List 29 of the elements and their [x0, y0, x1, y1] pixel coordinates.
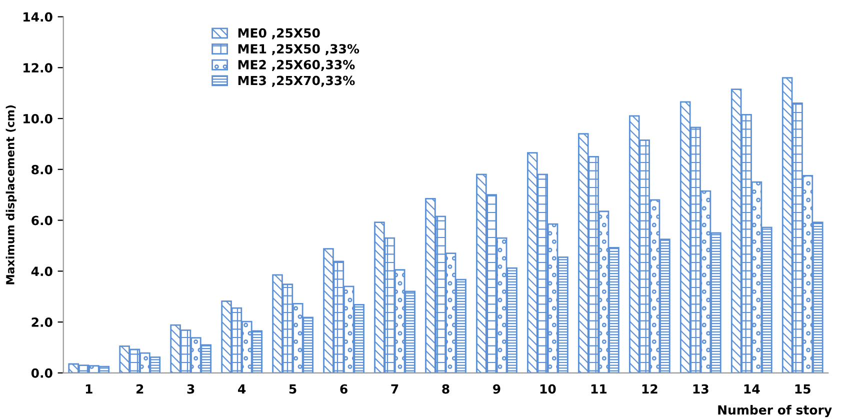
x-tick-label: 12 — [642, 384, 658, 394]
x-tick-label: 2 — [136, 384, 144, 394]
y-tick-label: 2.0 — [32, 318, 52, 327]
x-axis-title: Number of story — [718, 404, 832, 418]
x-tick-label: 14 — [744, 384, 760, 394]
x-tick-label: 10 — [540, 384, 556, 394]
legend-label: ME0 ,25X50 — [238, 28, 320, 40]
legend-label: ME2 ,25X60,33% — [238, 60, 355, 71]
x-tick-label: 4 — [238, 384, 246, 394]
x-tick-label: 8 — [442, 384, 450, 394]
x-tick-label: 15 — [795, 384, 810, 394]
y-tick-label: 14.0 — [24, 12, 52, 22]
y-tick-label: 0.0 — [31, 368, 52, 378]
x-tick-label: 3 — [187, 384, 194, 394]
legend-label: ME3 ,25X70,33% — [238, 76, 355, 87]
legend-label: ME1 ,25X50 ,33% — [238, 44, 360, 56]
y-axis-title: Maximum displacement (cm) — [6, 105, 17, 284]
x-tick-label: 9 — [493, 384, 500, 394]
y-tick-label: 12.0 — [24, 63, 52, 73]
x-tick-label: 5 — [289, 384, 296, 394]
y-tick-label: 4.0 — [31, 266, 52, 276]
x-tick-label: 7 — [391, 384, 398, 394]
y-tick-label: 10.0 — [24, 114, 52, 124]
x-tick-label: 6 — [340, 384, 348, 394]
x-tick-label: 11 — [591, 384, 607, 394]
y-tick-label: 6.0 — [32, 216, 52, 226]
x-tick-label: 1 — [86, 384, 92, 394]
y-tick-label: 8.0 — [32, 164, 52, 174]
x-tick-label: 13 — [693, 384, 708, 394]
